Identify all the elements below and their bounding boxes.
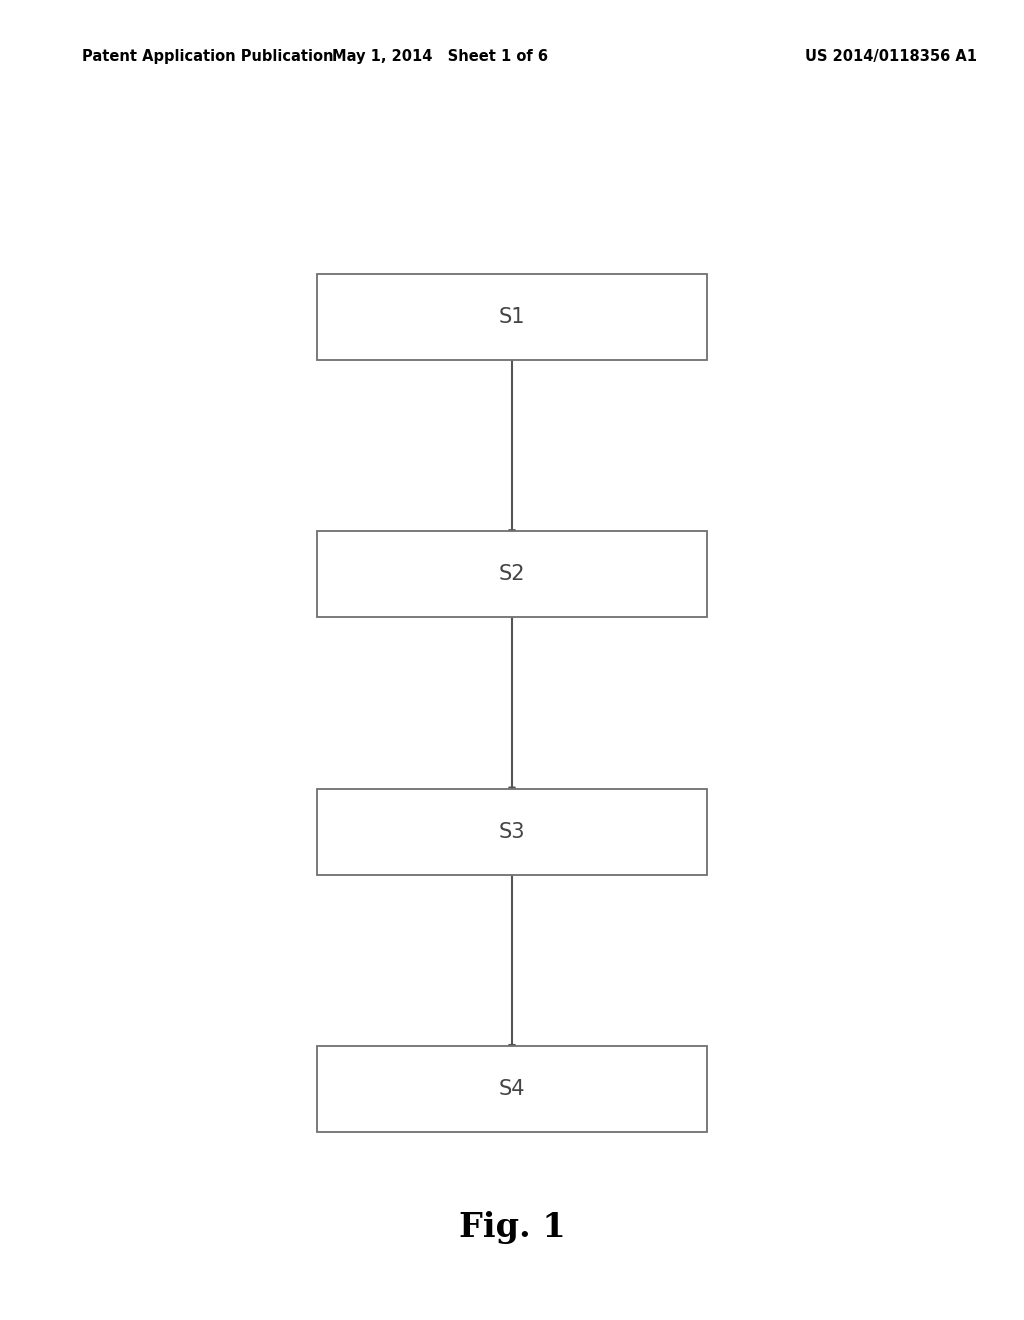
Text: Patent Application Publication: Patent Application Publication: [82, 49, 334, 65]
Bar: [317, 1045, 707, 1133]
Text: S1: S1: [499, 306, 525, 327]
Text: S3: S3: [499, 821, 525, 842]
Text: S4: S4: [499, 1078, 525, 1100]
Text: May 1, 2014   Sheet 1 of 6: May 1, 2014 Sheet 1 of 6: [333, 49, 548, 65]
Bar: [317, 275, 707, 359]
Text: S2: S2: [499, 564, 525, 585]
Text: US 2014/0118356 A1: US 2014/0118356 A1: [805, 49, 977, 65]
Bar: [317, 532, 707, 618]
Bar: [317, 788, 707, 874]
Text: Fig. 1: Fig. 1: [459, 1212, 565, 1243]
